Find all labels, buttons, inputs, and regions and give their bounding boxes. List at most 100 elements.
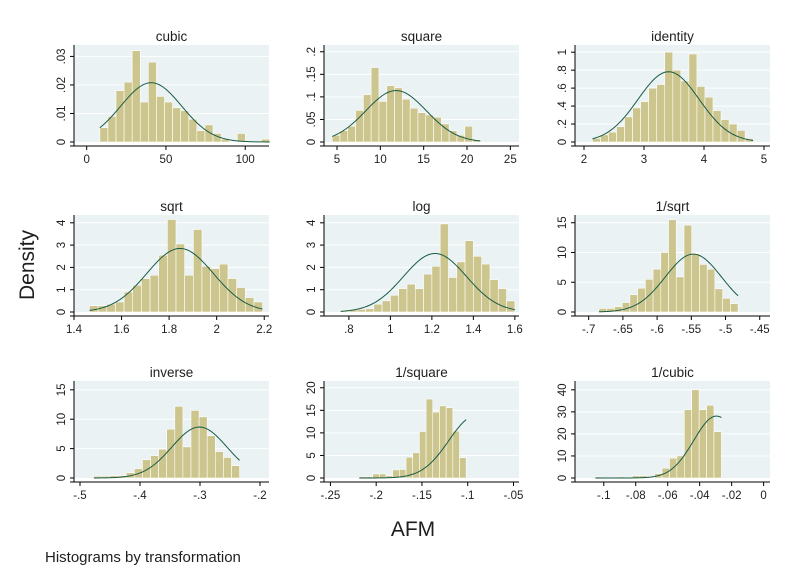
x-tick-label: 3: [641, 154, 647, 166]
panel-title: log: [412, 199, 430, 214]
y-tick-label: 0: [306, 309, 318, 315]
histogram-bar: [431, 265, 441, 313]
x-axis-label: AFM: [391, 518, 435, 541]
histogram-bar: [381, 300, 391, 313]
histogram-bar: [660, 252, 669, 313]
x-tick-label: 2.2: [256, 324, 272, 336]
histogram-bar: [621, 302, 631, 313]
histogram-bar: [180, 110, 190, 143]
y-tick-label: .02: [56, 77, 68, 93]
histogram-bar: [193, 229, 203, 313]
histogram-bar: [481, 263, 491, 313]
histogram-bar: [608, 131, 617, 143]
x-tick-label: -.65: [613, 324, 633, 336]
y-tick-label: 0: [56, 309, 68, 315]
histogram-bar: [456, 261, 466, 313]
y-tick-label: 10: [557, 246, 569, 259]
histogram-bar: [448, 130, 458, 143]
y-tick-label: 15: [557, 216, 569, 229]
panel-title: sqrt: [160, 199, 183, 214]
x-tick-label: -.05: [504, 490, 524, 502]
panel-title: 1/square: [395, 365, 448, 380]
histogram-bar: [365, 308, 375, 313]
histogram-bar: [141, 278, 151, 313]
histogram-bar: [356, 309, 366, 313]
histogram-panel: 1.4 1.6 1.8 2 2.2 0 1 2 3 4 sqrt: [56, 199, 272, 336]
x-tick-label: -.2: [369, 490, 382, 502]
histogram-bar: [640, 101, 649, 143]
histogram-panel: 5 10 15 20 25 0 .05 .1 .15 .2 square: [306, 29, 519, 166]
y-tick-label: 4: [56, 219, 68, 226]
x-tick-label: -.5: [719, 324, 732, 336]
x-tick-label: -.06: [658, 490, 678, 502]
histogram-panel: 0 50 100 0 .01 .02 .03 cubic: [56, 29, 270, 166]
histogram-bar: [409, 107, 419, 143]
density-curve: [331, 90, 481, 142]
histogram-bar: [156, 96, 165, 143]
y-tick-label: 0: [56, 475, 68, 481]
histogram-bar: [182, 446, 192, 479]
y-tick-label: .1: [306, 92, 318, 102]
y-tick-label: .4: [557, 101, 569, 111]
x-tick-label: -.3: [193, 490, 206, 502]
histogram-bar: [632, 107, 641, 143]
histogram-bar: [691, 253, 700, 313]
histogram-bar: [668, 219, 677, 313]
histogram-panel: .8 1 1.2 1.4 1.6 0 1 2 3 4 log: [306, 199, 523, 336]
histogram-bar: [497, 288, 507, 313]
histogram-bar: [414, 288, 424, 313]
x-tick-label: -.7: [582, 324, 595, 336]
histogram-bar: [423, 273, 433, 313]
histogram-bar: [706, 404, 715, 479]
histogram-bar: [730, 303, 739, 313]
y-tick-label: .2: [306, 47, 318, 57]
density-curve: [93, 426, 240, 479]
y-tick-label: 15: [306, 404, 318, 417]
histogram-bar: [167, 219, 177, 313]
x-tick-label: 1.8: [161, 324, 177, 336]
histogram-bar: [672, 69, 682, 143]
histogram-bar: [452, 430, 460, 479]
y-tick-label: 10: [306, 426, 318, 439]
x-tick-label: 0: [83, 154, 89, 166]
histogram-bar: [473, 255, 482, 313]
y-tick-label: 20: [557, 428, 569, 441]
histogram-bar: [439, 223, 449, 313]
y-tick-label: .6: [557, 83, 569, 93]
histogram-bar: [406, 283, 416, 313]
histogram-bar: [432, 411, 440, 479]
histogram-bar: [683, 409, 693, 479]
histogram-bar: [696, 86, 706, 143]
x-tick-label: .8: [344, 324, 354, 336]
histogram-bar: [196, 130, 206, 143]
histogram-bar: [699, 264, 708, 313]
y-tick-label: .8: [557, 65, 569, 75]
density-curve: [592, 71, 754, 141]
histogram-bar: [148, 61, 157, 143]
y-tick-label: 2: [56, 264, 68, 270]
panel-title: square: [401, 29, 442, 44]
x-tick-label: -.45: [750, 324, 770, 336]
y-tick-label: 0: [557, 139, 569, 145]
x-tick-label: -.4: [133, 490, 147, 502]
histogram-bar: [123, 81, 133, 143]
histogram-bar: [115, 90, 125, 143]
histogram-bar: [664, 51, 674, 143]
x-tick-label: 1.6: [507, 324, 523, 336]
x-tick-label: -.02: [722, 490, 742, 502]
y-tick-label: 1: [306, 286, 318, 292]
histogram-bar: [712, 110, 722, 143]
histogram-bar: [439, 405, 447, 479]
histogram-bar: [698, 409, 707, 479]
histogram-bar: [215, 451, 224, 479]
density-curve: [340, 252, 515, 312]
histogram-bar: [683, 224, 693, 313]
y-tick-label: 10: [557, 450, 569, 463]
histogram-bar: [139, 101, 149, 143]
histogram-bar: [201, 265, 211, 313]
x-tick-label: -.6: [650, 324, 663, 336]
histogram-bar: [206, 435, 216, 479]
histogram-bar: [164, 101, 173, 143]
histogram-bar: [99, 127, 109, 143]
